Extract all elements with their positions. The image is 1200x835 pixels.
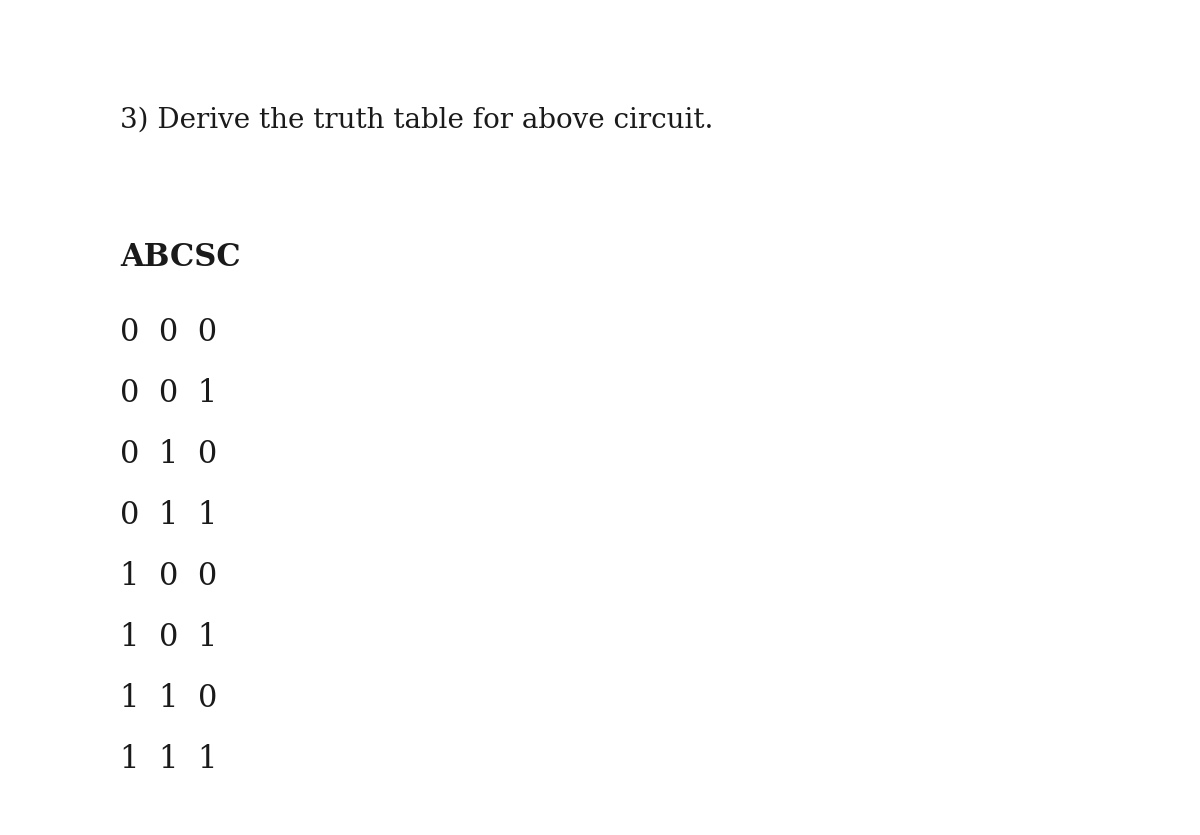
Text: 1  0  0: 1 0 0 bbox=[120, 561, 217, 592]
Text: 1  1  1: 1 1 1 bbox=[120, 744, 217, 775]
Text: 1  0  1: 1 0 1 bbox=[120, 622, 217, 653]
Text: 0  0  0: 0 0 0 bbox=[120, 317, 217, 348]
Text: 0  1  0: 0 1 0 bbox=[120, 439, 217, 470]
Text: 1  1  0: 1 1 0 bbox=[120, 683, 217, 714]
Text: 0  1  1: 0 1 1 bbox=[120, 500, 217, 531]
Text: 0  0  1: 0 0 1 bbox=[120, 378, 217, 409]
Text: 3) Derive the truth table for above circuit.: 3) Derive the truth table for above circ… bbox=[120, 107, 713, 134]
Text: ABCSC: ABCSC bbox=[120, 242, 241, 273]
